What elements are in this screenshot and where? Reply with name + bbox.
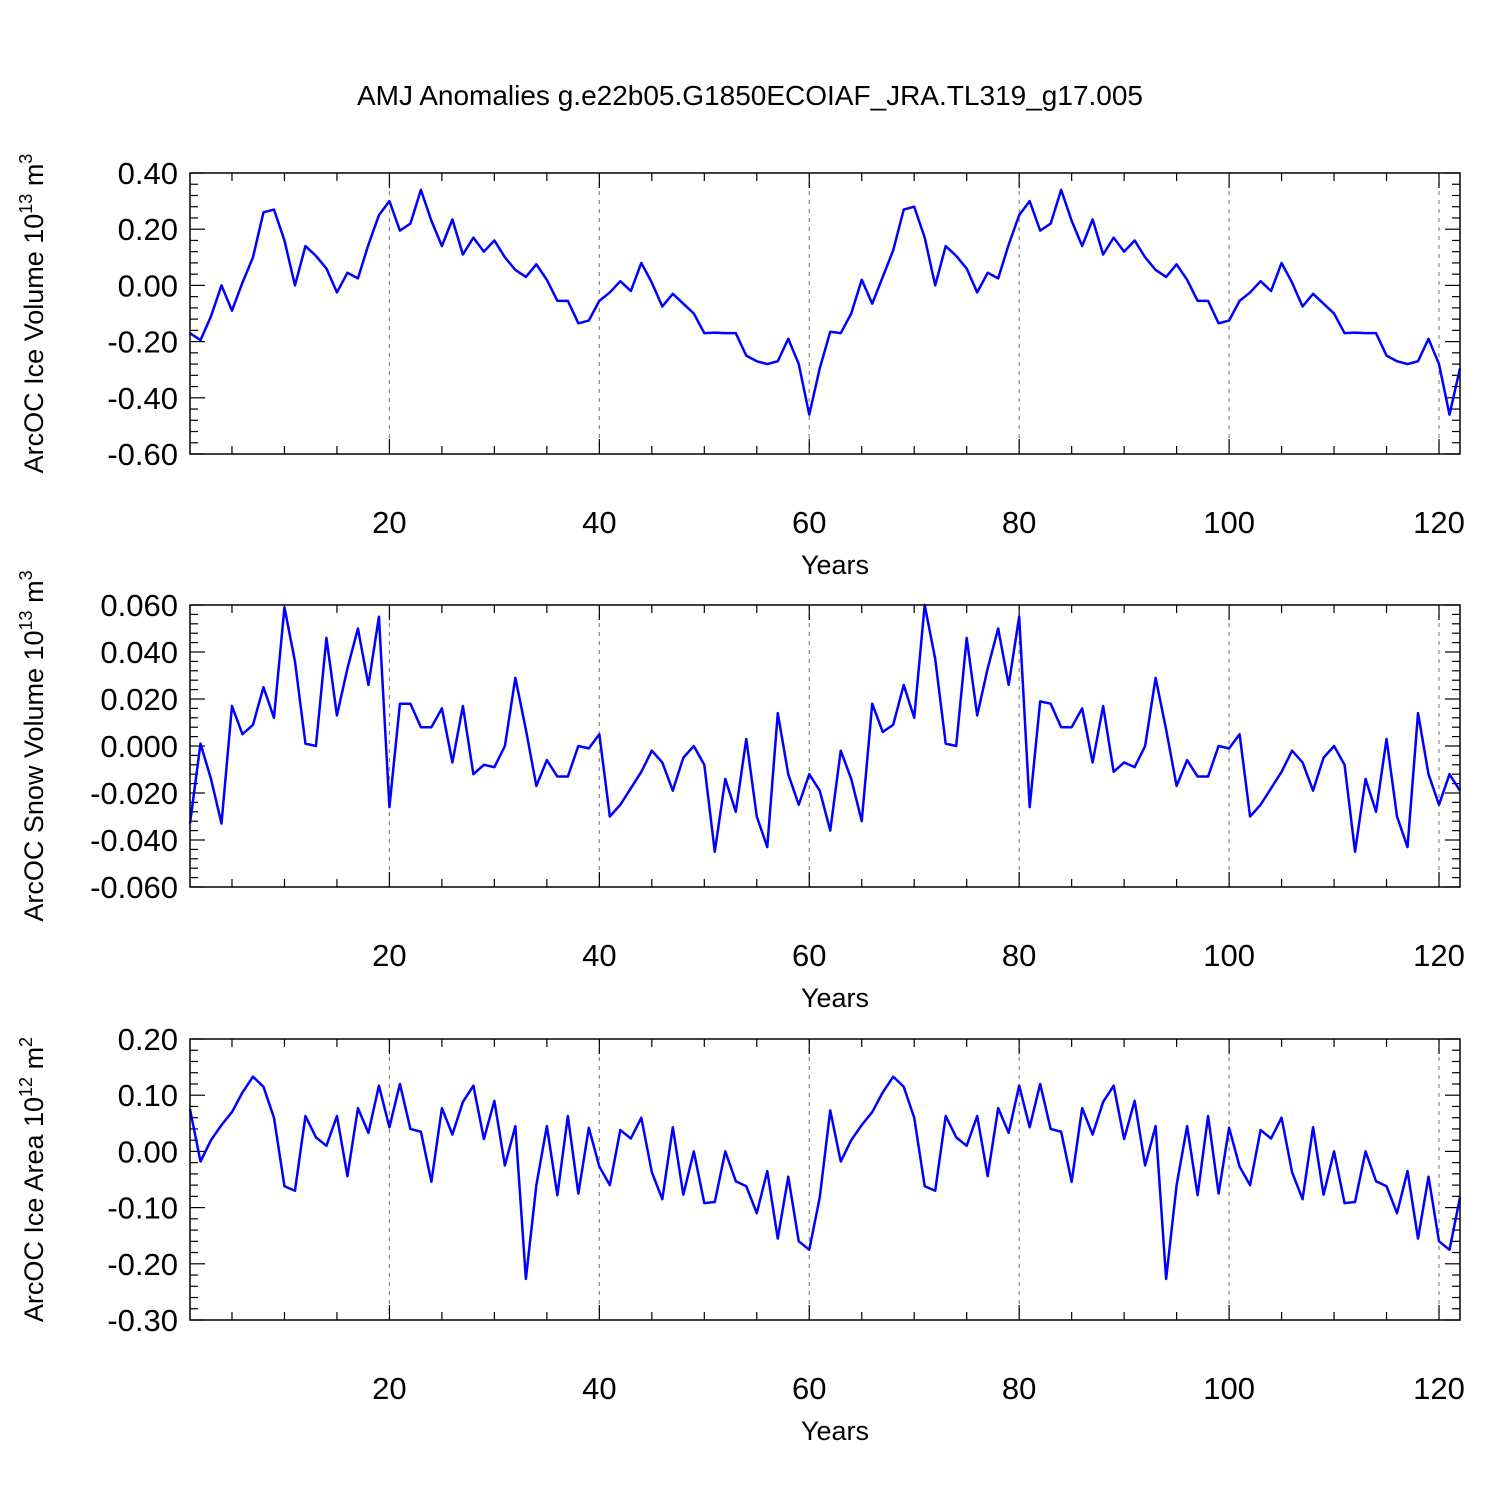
y-axis-title: ArcOC Ice Volume 1013 m3 (16, 154, 49, 474)
x-tick-label: 60 (792, 938, 826, 973)
x-tick-label: 100 (1203, 1371, 1255, 1406)
x-tick-label: 80 (1002, 505, 1036, 540)
x-tick-label: 60 (792, 1371, 826, 1406)
x-axis-title: Years (801, 550, 869, 580)
y-tick-label: -0.060 (90, 870, 178, 905)
x-tick-label: 20 (372, 938, 406, 973)
x-tick-label: 100 (1203, 505, 1255, 540)
plot-frame (189, 1038, 1461, 1321)
x-tick-label: 40 (582, 505, 616, 540)
y-tick-label: -0.30 (107, 1303, 178, 1338)
y-axis-title: ArcOC Snow Volume 1013 m3 (16, 570, 49, 921)
data-series-line (188, 603, 1462, 853)
x-tick-label: 120 (1413, 938, 1465, 973)
x-axis-title: Years (801, 1416, 869, 1446)
figure-title: AMJ Anomalies g.e22b05.G1850ECOIAF_JRA.T… (357, 80, 1143, 111)
y-axis-title: ArcOC Ice Area 1012 m2 (16, 1037, 49, 1322)
x-tick-label: 80 (1002, 1371, 1036, 1406)
y-tick-label: -0.040 (90, 823, 178, 858)
x-tick-label: 80 (1002, 938, 1036, 973)
chart-panel-2: -0.060 -0.040 -0.020 0.000 0.020 0.040 0.060 20… (16, 570, 1465, 1013)
x-tick-label: 60 (792, 505, 826, 540)
y-tick-label: 0.00 (118, 268, 178, 303)
y-tick-label: 0.10 (118, 1078, 178, 1113)
y-tick-label: -0.40 (107, 381, 178, 416)
x-tick-label: 100 (1203, 938, 1255, 973)
x-tick-label: 40 (582, 1371, 616, 1406)
y-tick-label: 0.00 (118, 1134, 178, 1169)
y-tick-label: 0.020 (100, 682, 178, 717)
x-tick-label: 40 (582, 938, 616, 973)
y-tick-label: -0.20 (107, 325, 178, 360)
y-tick-label: 0.060 (100, 588, 178, 623)
y-tick-label: -0.20 (107, 1247, 178, 1282)
x-tick-label: 20 (372, 505, 406, 540)
y-tick-label: 0.000 (100, 729, 178, 764)
y-tick-label: 0.040 (100, 635, 178, 670)
x-axis-title: Years (801, 983, 869, 1013)
y-tick-label: -0.60 (107, 437, 178, 472)
chart-panel-3: -0.30 -0.20 -0.10 0.00 0.10 0.20 20 40 60 80 100 12… (16, 1022, 1465, 1446)
data-series-line (188, 1075, 1462, 1281)
x-tick-label: 20 (372, 1371, 406, 1406)
y-tick-label: 0.20 (118, 1022, 178, 1057)
y-tick-label: -0.020 (90, 776, 178, 811)
data-series-line (189, 188, 1462, 416)
plot-frame (189, 604, 1461, 888)
y-tick-label: 0.20 (118, 212, 178, 247)
y-tick-label: 0.40 (118, 156, 178, 191)
chart-panel-1: -0.60 -0.40 -0.20 0.00 0.20 0.40 20 40 60 80 100 12… (16, 154, 1465, 580)
x-tick-label: 120 (1413, 1371, 1465, 1406)
y-tick-label: -0.10 (107, 1191, 178, 1226)
plot-frame (189, 172, 1461, 455)
x-tick-label: 120 (1413, 505, 1465, 540)
